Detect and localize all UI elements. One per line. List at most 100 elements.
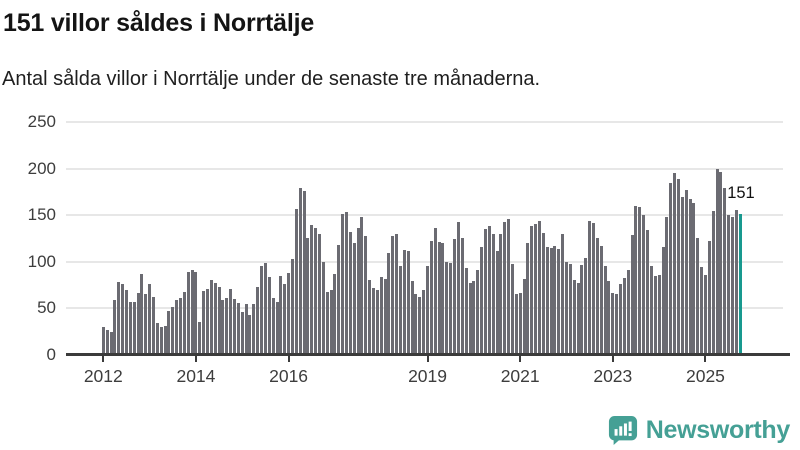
bar [449, 263, 453, 355]
chart-subtitle: Antal sålda villor i Norrtälje under de … [2, 68, 541, 90]
bar [260, 266, 264, 355]
bar [607, 281, 611, 355]
bar [534, 224, 538, 355]
x-axis-tick [287, 356, 290, 362]
bar [487, 226, 491, 355]
bar [734, 210, 738, 355]
bar [437, 242, 441, 355]
bar [680, 197, 684, 355]
bar [306, 238, 310, 355]
bar [344, 212, 348, 355]
bar [317, 234, 321, 355]
bar [476, 270, 480, 355]
bar [657, 275, 661, 355]
bar [171, 307, 175, 355]
bar [410, 281, 414, 355]
highlight-bar [738, 214, 742, 355]
bar [626, 270, 630, 355]
x-axis-tick [704, 356, 707, 362]
bar [499, 234, 503, 355]
bar [630, 235, 634, 355]
bar [522, 279, 526, 355]
bar [217, 287, 221, 355]
bar [619, 284, 623, 355]
bar [375, 290, 379, 355]
x-axis-line [66, 353, 790, 356]
bar [310, 225, 314, 355]
bar [233, 299, 237, 355]
bar [368, 280, 372, 355]
bar [700, 267, 704, 355]
x-axis-label: 2023 [593, 366, 633, 386]
bar [696, 238, 700, 355]
bar [136, 293, 140, 355]
y-axis-label: 0 [46, 345, 56, 364]
bar [190, 270, 194, 355]
bar [236, 303, 240, 355]
bar [433, 228, 437, 355]
bar [611, 293, 615, 355]
bar [483, 229, 487, 355]
bar [209, 280, 213, 355]
bar [622, 278, 626, 355]
bar [503, 222, 507, 355]
bar [661, 247, 665, 355]
bar [337, 245, 341, 355]
y-axis-label: 200 [27, 158, 56, 178]
x-axis-label: 2019 [408, 366, 447, 386]
bar [256, 287, 260, 355]
bar [568, 264, 572, 355]
bar [348, 232, 352, 355]
bar [179, 298, 182, 355]
bar [638, 207, 642, 355]
bar [406, 251, 410, 355]
bar [113, 300, 117, 355]
bar [557, 249, 561, 355]
bar [391, 236, 395, 355]
bar [464, 268, 468, 355]
bar [144, 294, 148, 355]
bar [321, 262, 325, 355]
bar [402, 250, 406, 355]
bar [495, 251, 499, 355]
bar [642, 215, 646, 355]
bar [518, 293, 522, 355]
y-axis-label: 150 [27, 205, 56, 225]
bar [364, 236, 368, 355]
bar [530, 226, 534, 355]
bar [202, 291, 206, 355]
bar [456, 222, 460, 355]
bar [109, 332, 113, 355]
x-axis-label: 2025 [685, 366, 725, 386]
bar [263, 263, 267, 355]
page-title: 151 villor såldes i Norrtälje [3, 9, 315, 37]
gridline [66, 214, 783, 217]
bar [418, 297, 422, 355]
bar [615, 294, 619, 355]
x-axis-tick [611, 356, 614, 362]
bar [537, 221, 541, 355]
bar [294, 209, 298, 355]
bar [148, 284, 152, 355]
bar [426, 266, 430, 355]
bar [711, 211, 715, 355]
bar [275, 302, 279, 355]
bar [703, 275, 707, 355]
bar [514, 294, 518, 355]
bar [379, 277, 383, 355]
x-axis-tick [102, 356, 105, 362]
bar [491, 234, 495, 355]
bar [565, 262, 568, 355]
bar [159, 327, 163, 355]
bar [298, 188, 302, 355]
y-axis-label: 50 [37, 298, 56, 318]
x-axis-label: 2014 [176, 366, 216, 386]
bar [472, 281, 476, 355]
bar [302, 191, 306, 355]
bar [325, 292, 329, 355]
bar [221, 300, 225, 355]
bar [252, 304, 256, 355]
bar [723, 188, 727, 355]
bar [287, 273, 291, 355]
